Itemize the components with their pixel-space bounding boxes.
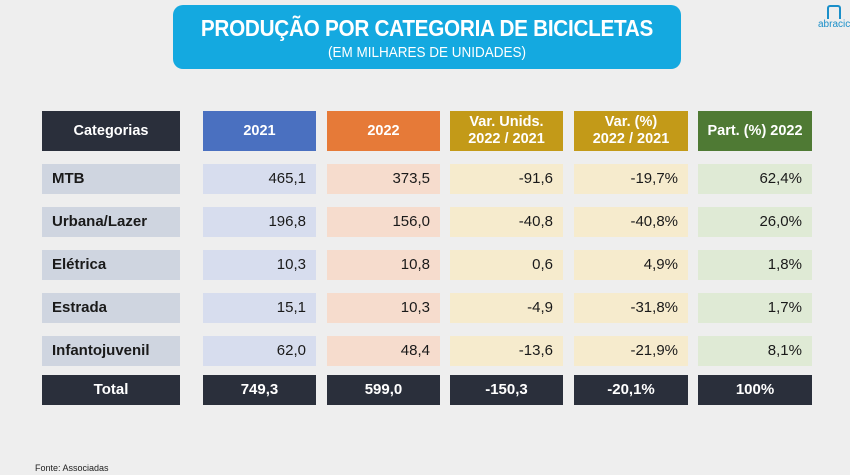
cell-2022: 156,0 [327,207,440,237]
cell-var-unids: -13,6 [450,336,563,366]
cell-2021: 196,8 [203,207,316,237]
header-var-pct: Var. (%) 2022 / 2021 [574,111,688,151]
cell-part-pct: 62,4% [698,164,812,194]
cell-var-pct: 4,9% [574,250,688,280]
row-category: Estrada [42,293,180,323]
header-var-unids: Var. Unids. 2022 / 2021 [450,111,563,151]
logo-icon [827,5,841,19]
logo-text: abraciclo [818,19,850,30]
cell-2022: 373,5 [327,164,440,194]
header-label: Var. Unids. [469,114,544,130]
header-label: Categorias [73,122,149,139]
cell-var-pct: -21,9% [574,336,688,366]
header-label: 2022 / 2021 [468,131,545,147]
cell-2022: 10,8 [327,250,440,280]
total-var-pct: -20,1% [574,375,688,405]
total-2021: 749,3 [203,375,316,405]
cell-2021: 62,0 [203,336,316,366]
cell-part-pct: 8,1% [698,336,812,366]
row-category: Elétrica [42,250,180,280]
row-category: Urbana/Lazer [42,207,180,237]
header-2022: 2022 [327,111,440,151]
cell-2021: 15,1 [203,293,316,323]
total-part-pct: 100% [698,375,812,405]
header-label: 2021 [243,122,276,139]
cell-part-pct: 1,8% [698,250,812,280]
cell-part-pct: 1,7% [698,293,812,323]
header-label: Var. (%) [604,114,658,130]
row-category: Infantojuvenil [42,336,180,366]
cell-var-pct: -19,7% [574,164,688,194]
source-note: Fonte: Associadas [35,463,109,473]
header-2021: 2021 [203,111,316,151]
header-part-pct: Part. (%) 2022 [698,111,812,151]
cell-var-unids: -91,6 [450,164,563,194]
abraciclo-logo: abraciclo [818,5,850,30]
total-label: Total [42,375,180,405]
cell-var-unids: -40,8 [450,207,563,237]
cell-2021: 465,1 [203,164,316,194]
cell-var-pct: -40,8% [574,207,688,237]
header-label: 2022 / 2021 [592,131,670,147]
page-subtitle: (EM MILHARES DE UNIDADES) [327,44,527,61]
header-categorias: Categorias [42,111,180,151]
cell-var-unids: 0,6 [450,250,563,280]
header-label: 2022 [367,122,400,139]
cell-var-unids: -4,9 [450,293,563,323]
cell-2022: 10,3 [327,293,440,323]
total-var-unids: -150,3 [450,375,563,405]
page-title: PRODUÇÃO POR CATEGORIA DE BICICLETAS [200,15,654,41]
header-label: Part. (%) 2022 [707,122,803,139]
cell-2022: 48,4 [327,336,440,366]
total-2022: 599,0 [327,375,440,405]
cell-part-pct: 26,0% [698,207,812,237]
row-category: MTB [42,164,180,194]
cell-2021: 10,3 [203,250,316,280]
cell-var-pct: -31,8% [574,293,688,323]
title-banner: PRODUÇÃO POR CATEGORIA DE BICICLETAS (EM… [173,5,681,69]
